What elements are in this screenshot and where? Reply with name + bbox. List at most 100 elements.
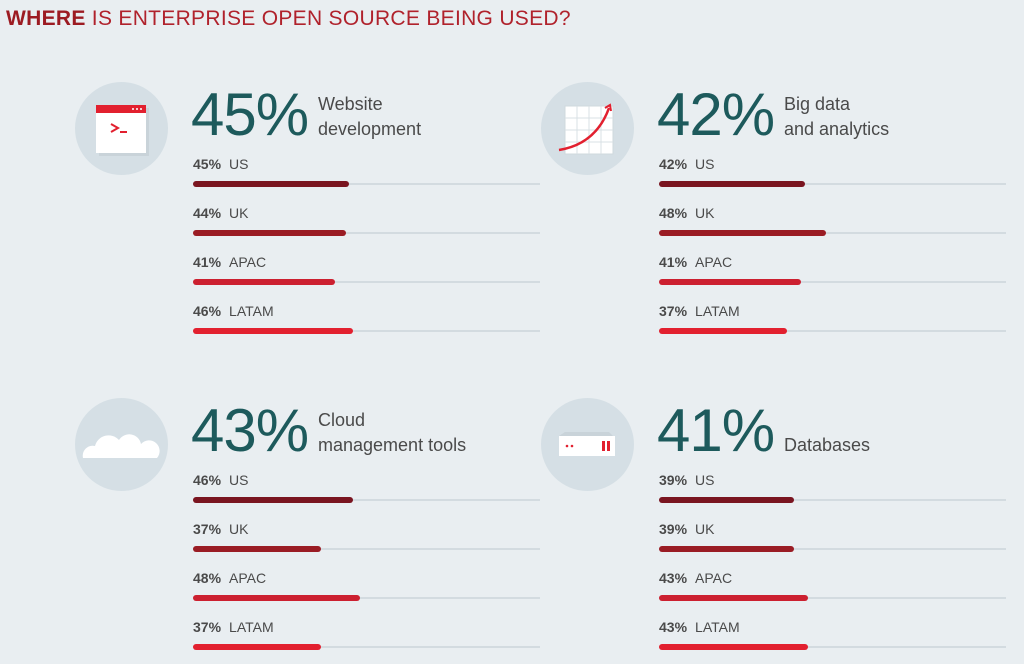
region-name: LATAM <box>229 303 274 319</box>
region-label: 37% UK <box>193 521 248 537</box>
region-name: APAC <box>695 570 733 586</box>
region-name: UK <box>229 205 249 221</box>
panel-growth-chart: 42% Big data and analytics 42% US 48% UK 41%… <box>466 0 1006 334</box>
title-bold: WHERE <box>6 7 86 30</box>
bar-us <box>659 497 795 503</box>
overall-percent: 45% <box>191 81 309 148</box>
region-name: US <box>695 156 715 172</box>
region-name: APAC <box>695 254 733 270</box>
region-label: 45% US <box>193 156 248 172</box>
region-value: 48% <box>193 570 222 586</box>
bar-track <box>193 183 540 185</box>
region-name: US <box>229 156 249 172</box>
bar-apac <box>193 279 336 285</box>
region-name: UK <box>695 521 715 537</box>
bar-track <box>193 646 540 648</box>
region-label: 43% APAC <box>659 570 732 586</box>
bar-us <box>193 181 350 187</box>
region-label: 39% US <box>659 472 714 488</box>
bar-track <box>659 499 1006 501</box>
region-name: LATAM <box>695 303 740 319</box>
bar-uk <box>193 230 346 236</box>
region-name: UK <box>229 521 249 537</box>
region-label: 41% APAC <box>659 254 732 270</box>
bar-uk <box>659 546 795 552</box>
bar-track <box>659 646 1006 648</box>
region-label: 46% LATAM <box>193 303 274 319</box>
region-value: 39% <box>659 521 688 537</box>
bar-track <box>659 548 1006 550</box>
title-rest: IS ENTERPRISE OPEN SOURCE BEING USED? <box>85 7 571 30</box>
region-value: 48% <box>659 205 688 221</box>
bar-track <box>193 499 540 501</box>
bar-track <box>193 597 540 599</box>
category-label: Big data and analytics <box>784 92 984 142</box>
category-line: Databases <box>784 435 871 455</box>
region-value: 39% <box>659 472 688 488</box>
region-value: 45% <box>193 156 222 172</box>
category-line: and analytics <box>784 119 890 139</box>
region-name: APAC <box>229 570 267 586</box>
region-label: 42% US <box>659 156 714 172</box>
overall-percent: 43% <box>191 397 309 464</box>
region-name: UK <box>695 205 715 221</box>
panel-cloud: 43% Cloud management tools 46% US 37% UK 48%… <box>0 316 540 650</box>
category-line <box>784 408 984 433</box>
bar-track <box>659 183 1006 185</box>
panel-terminal-window: 45% Website development 45% US 44% UK 41% APA… <box>0 0 540 334</box>
region-value: 46% <box>193 303 222 319</box>
region-value: 37% <box>659 303 688 319</box>
panel-server: 41% Databases 39% US 39% UK 43% APAC 43% LATA… <box>466 316 1006 650</box>
category-line: Website <box>318 94 383 114</box>
region-name: LATAM <box>229 619 274 635</box>
bar-track <box>659 597 1006 599</box>
bar-latam <box>193 328 353 334</box>
region-name: US <box>229 472 249 488</box>
bar-us <box>659 181 805 187</box>
category-label: Databases <box>784 408 984 458</box>
bar-us <box>193 497 353 503</box>
category-line: management tools <box>318 435 467 455</box>
bar-apac <box>193 595 360 601</box>
region-label: 39% UK <box>659 521 714 537</box>
region-label: 46% US <box>193 472 248 488</box>
bar-apac <box>659 595 809 601</box>
region-name: APAC <box>229 254 267 270</box>
page-title: WHERE IS ENTERPRISE OPEN SOURCE BEING US… <box>6 7 571 31</box>
icon-circle <box>75 398 168 491</box>
bar-track <box>193 232 540 234</box>
bar-latam <box>659 644 809 650</box>
category-label: Website development <box>318 92 518 142</box>
region-value: 44% <box>193 205 222 221</box>
region-label: 37% LATAM <box>659 303 740 319</box>
region-name: LATAM <box>695 619 740 635</box>
region-label: 43% LATAM <box>659 619 740 635</box>
growth-chart-icon <box>558 103 614 155</box>
terminal-window-icon <box>96 105 149 156</box>
region-value: 37% <box>193 619 222 635</box>
region-value: 46% <box>193 472 222 488</box>
bar-latam <box>659 328 788 334</box>
region-value: 41% <box>193 254 222 270</box>
region-value: 42% <box>659 156 688 172</box>
bar-uk <box>659 230 826 236</box>
region-label: 37% LATAM <box>193 619 274 635</box>
bar-track <box>659 232 1006 234</box>
bar-track <box>193 548 540 550</box>
server-icon <box>559 432 615 456</box>
bar-uk <box>193 546 322 552</box>
cloud-icon <box>82 434 160 458</box>
overall-percent: 42% <box>657 81 775 148</box>
icon-circle <box>541 398 634 491</box>
overall-percent: 41% <box>657 397 775 464</box>
region-value: 41% <box>659 254 688 270</box>
region-value: 43% <box>659 570 688 586</box>
category-line: Big data <box>784 94 851 114</box>
bar-track <box>659 281 1006 283</box>
category-line: Cloud <box>318 410 366 430</box>
icon-circle <box>541 82 634 175</box>
region-name: US <box>695 472 715 488</box>
region-value: 37% <box>193 521 222 537</box>
category-label: Cloud management tools <box>318 408 518 458</box>
region-label: 44% UK <box>193 205 248 221</box>
